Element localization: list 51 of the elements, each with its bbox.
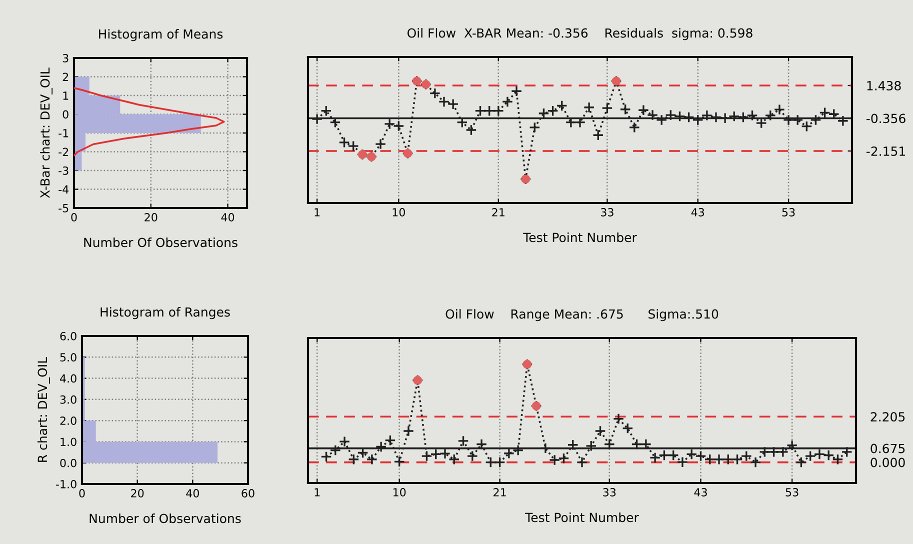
x-tick-label: 53 bbox=[786, 488, 798, 496]
y-tick-label: 3 bbox=[62, 54, 68, 62]
y-tick-label: 0 bbox=[62, 110, 68, 119]
y-tick-label: 0.675 bbox=[870, 444, 905, 454]
x-tick-label: 1 bbox=[314, 208, 320, 216]
y-tick-label: 2 bbox=[62, 72, 68, 81]
y-tick-label: 1 bbox=[63, 92, 68, 100]
y-tick-label: 2.205 bbox=[870, 412, 905, 422]
chart-title: Oil Flow X-BAR Mean: -0.356 Residuals sigma: 0.598 bbox=[407, 28, 752, 40]
x-tick-label: 33 bbox=[603, 488, 616, 496]
chart-title: Histogram of Means bbox=[99, 29, 223, 42]
y-tick-label: -2.151 bbox=[866, 146, 906, 156]
x-tick-label: 21 bbox=[492, 208, 504, 216]
chart-title: Histogram of Ranges bbox=[100, 307, 230, 320]
x-tick-label: 20 bbox=[144, 213, 158, 222]
y-tick-label: -4 bbox=[58, 185, 69, 194]
y-tick-label: -1 bbox=[58, 129, 68, 138]
x-tick-label: 60 bbox=[242, 489, 254, 498]
y-tick-label: -5 bbox=[58, 204, 68, 212]
y-tick-label: 6.0 bbox=[60, 332, 76, 340]
y-tick-label: -1.0 bbox=[56, 480, 76, 488]
y-tick-label: -0.356 bbox=[866, 114, 906, 124]
x-tick-label: 1 bbox=[314, 488, 320, 496]
x-tick-label: 10 bbox=[393, 488, 406, 496]
x-tick-label: 0 bbox=[79, 489, 85, 498]
x-tick-label: 40 bbox=[186, 489, 199, 498]
y-tick-label: 1.0 bbox=[60, 438, 76, 446]
x-tick-label: 53 bbox=[782, 208, 795, 216]
y-axis-title: X-Bar chart: DEV_OIL bbox=[40, 68, 53, 198]
x-axis-title: Test Point Number bbox=[523, 232, 637, 242]
x-tick-label: 20 bbox=[131, 489, 144, 498]
x-tick-label: 33 bbox=[600, 208, 614, 216]
x-tick-label: 40 bbox=[221, 213, 234, 222]
y-tick-label: -3 bbox=[58, 166, 68, 175]
y-tick-label: 5.0 bbox=[60, 353, 76, 362]
y-tick-label: 0.000 bbox=[870, 458, 905, 468]
y-axis-title: R chart: DEV_OIL bbox=[37, 356, 50, 462]
y-tick-label: 0.0 bbox=[60, 458, 76, 468]
chart-title: Oil Flow Range Mean: .675 Sigma:.510 bbox=[446, 309, 718, 322]
x-axis-title: Number Of Observations bbox=[84, 238, 238, 248]
y-tick-label: 3.0 bbox=[60, 395, 76, 404]
y-tick-label: 2.0 bbox=[60, 416, 76, 425]
x-axis-title: Test Point Number bbox=[525, 512, 639, 522]
y-tick-label: -2 bbox=[58, 148, 68, 156]
x-tick-label: 43 bbox=[691, 208, 704, 216]
x-tick-label: 21 bbox=[494, 488, 506, 496]
y-tick-label: 4.0 bbox=[60, 374, 76, 383]
x-axis-title: Number of Observations bbox=[90, 514, 241, 524]
x-tick-label: 10 bbox=[392, 208, 405, 216]
x-tick-label: 43 bbox=[694, 488, 707, 496]
y-tick-label: 1.438 bbox=[867, 80, 901, 90]
